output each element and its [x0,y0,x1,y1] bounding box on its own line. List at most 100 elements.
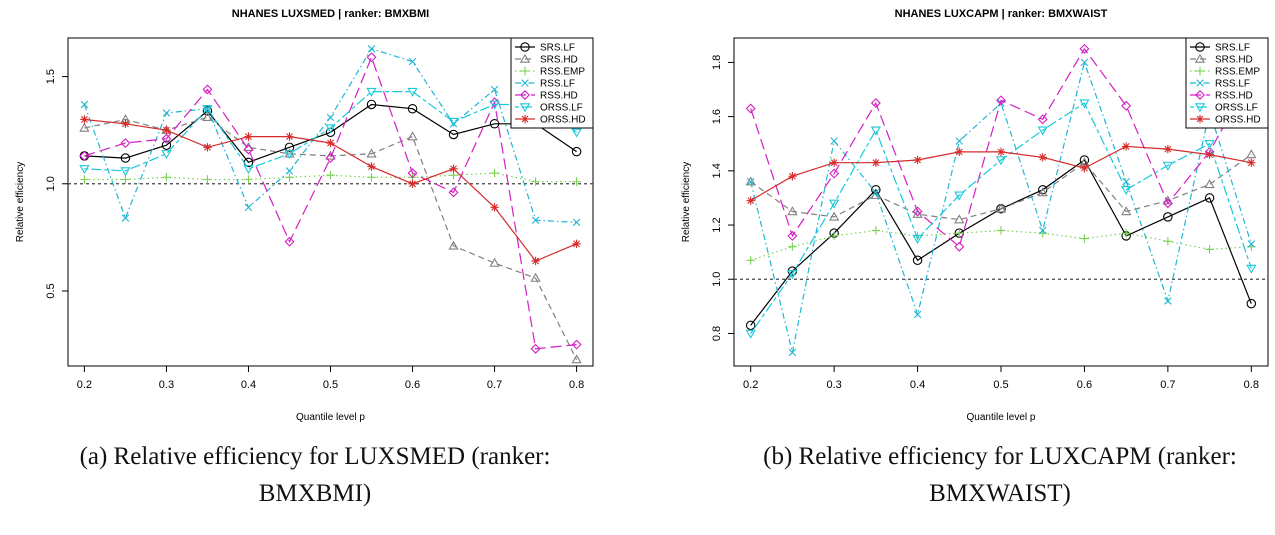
data-point-srs-hd [202,112,213,122]
data-point-rss-hd [870,98,881,109]
data-point-orss-hd [285,132,294,141]
data-point-srs-lf [284,142,295,153]
data-point-rss-emp [1080,234,1089,243]
data-point-rss-hd [1037,114,1048,125]
data-point-orss-hd [788,172,797,181]
data-point-orss-hd [829,158,839,167]
data-point-srs-lf [1204,193,1215,203]
legend-marker [1194,53,1206,63]
data-point-orss-lf [366,87,377,97]
legend-label: ORSS.LF [540,103,583,114]
data-point-orss-lf [79,165,90,175]
series-line-orss-lf [750,102,1252,334]
legend-marker [520,66,530,76]
legend-marker [1195,42,1205,52]
data-point-rss-hd [79,150,90,161]
data-point-rss-lf [1038,226,1047,235]
series-line-rss-hd [84,55,577,350]
data-point-rss-hd [787,230,798,241]
chart-b: NHANES LUXCAPM | ranker: BMXWAIST 0.2 0.3 0… [681,8,1269,423]
data-point-orss-lf [448,117,459,127]
data-point-rss-emp [367,173,376,182]
data-point-rss-lf [244,203,253,212]
data-point-orss-hd [1205,150,1214,159]
data-point-rss-hd [407,168,418,179]
y-tick-label: 0.5 [45,283,57,298]
data-point-rss-emp [788,242,797,251]
data-point-srs-lf [120,153,131,163]
data-point-srs-lf [745,320,756,331]
data-point-orss-hd [531,256,540,266]
x-tick-label: 0.7 [1160,379,1175,391]
data-point-srs-lf [871,185,881,195]
chart-a: NHANES LUXSMED | ranker: BMXBMI 0.2 0.3 0.4… [15,8,594,423]
data-point-srs-lf [448,129,459,140]
legend-marker [520,114,530,124]
series-line-rss-lf [750,60,1252,353]
legend-marker [519,53,531,63]
chart-title: NHANES LUXCAPM | ranker: BMXWAIST [895,8,1108,20]
legend-label: ORSS.LF [1215,103,1258,114]
x-tick-label: 0.6 [405,379,420,391]
legend-label: SRS.HD [1215,55,1253,66]
data-point-orss-hd [1247,158,1256,167]
data-point-rss-hd [571,339,582,350]
data-point-orss-lf [1204,140,1215,150]
y-tick-label: 1.6 [711,109,723,124]
y-tick-label: 0.8 [711,326,723,341]
data-point-orss-hd [996,147,1006,157]
data-point-rss-lf [1164,297,1172,305]
data-point-orss-hd [367,162,376,171]
data-point-rss-hd [1079,43,1090,54]
data-point-srs-hd [787,206,798,216]
data-point-orss-lf [1246,264,1257,274]
data-point-rss-hd [829,168,840,179]
legend-marker [1195,90,1205,100]
data-point-srs-lf [1246,298,1257,309]
data-point-rss-emp [203,175,212,184]
data-point-orss-lf [1037,126,1048,136]
data-point-orss-hd [1163,144,1173,154]
data-point-orss-lf [325,124,336,134]
y-axis-label: Relative efficiency [15,162,26,242]
data-point-orss-lf [1079,99,1090,109]
caption-a: (a) Relative efficiency for LUXSMED (ran… [79,443,551,507]
data-point-rss-hd [1121,100,1132,111]
data-point-srs-hd [1121,206,1132,216]
data-point-orss-hd [1038,153,1047,162]
data-point-rss-lf [872,188,880,197]
data-point-orss-lf [870,126,881,136]
data-point-orss-lf [284,150,295,160]
series-line-rss-hd [750,47,1252,248]
data-point-orss-hd [955,147,964,157]
data-point-orss-lf [828,199,840,209]
data-point-srs-hd [407,131,418,141]
legend-label: ORSS.HD [1215,115,1261,126]
data-point-rss-emp [490,168,499,178]
data-point-srs-lf [571,146,582,157]
legend-label: RSS.HD [1215,91,1253,102]
x-tick-label: 0.3 [159,379,174,391]
legend-label: RSS.EMP [540,67,585,78]
chart-panel-b: NHANES LUXCAPM | ranker: BMXWAIST 0.2 0.3 0… [665,0,1275,430]
x-tick-label: 0.4 [241,379,256,391]
data-point-rss-lf [1247,240,1256,248]
data-point-rss-emp [121,175,130,184]
series-line-rss-emp [750,229,1252,261]
data-point-srs-hd [366,148,377,158]
data-point-srs-hd [745,176,756,186]
data-point-srs-hd [828,211,840,221]
legend-label: SRS.LF [1215,43,1250,54]
x-axis-label: Quantile level p [296,412,365,423]
x-tick-label: 0.4 [910,379,925,391]
x-tick-label: 0.8 [569,379,584,391]
legend-label: SRS.HD [540,55,578,66]
data-point-rss-emp [955,228,964,238]
data-point-srs-hd [571,354,582,364]
legend-marker [520,42,530,52]
data-point-srs-hd [530,272,541,282]
data-point-srs-lf [912,255,923,266]
legend-label: RSS.EMP [1215,67,1260,78]
data-point-rss-lf [955,137,964,145]
data-point-rss-hd [448,187,459,198]
